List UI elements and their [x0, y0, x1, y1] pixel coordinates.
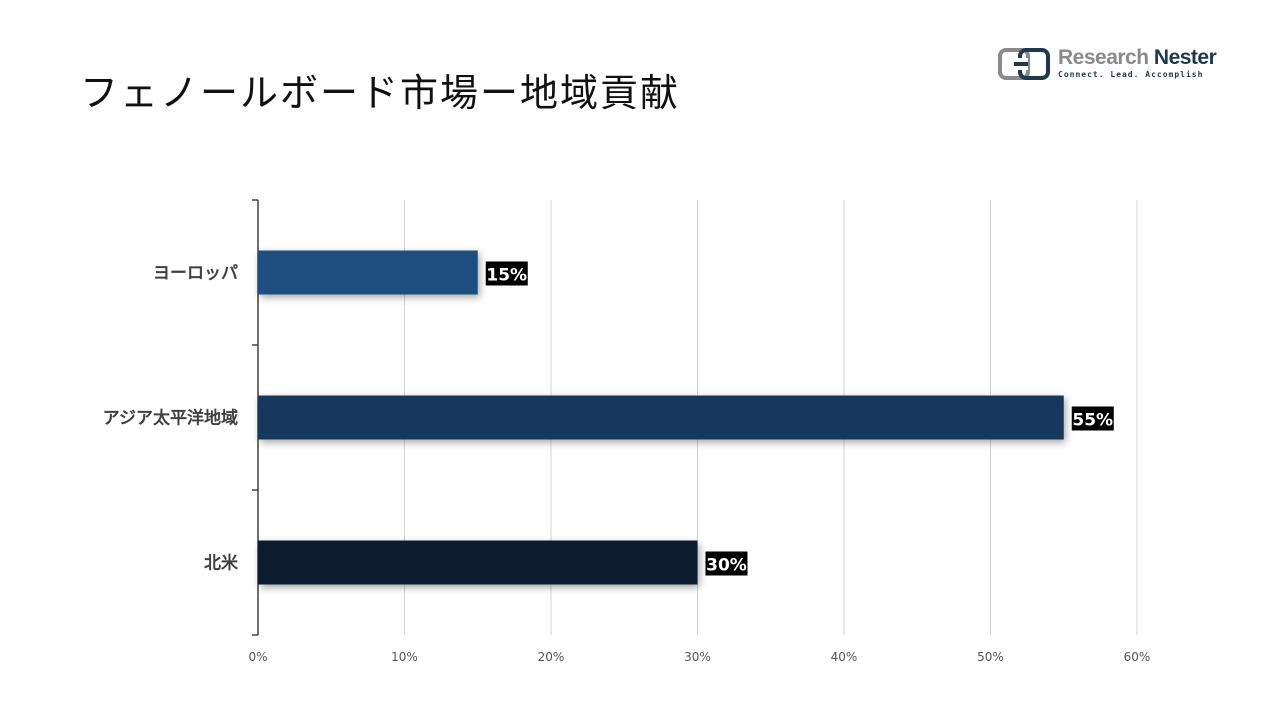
logo-wordmark: Research Nester: [1058, 46, 1217, 70]
x-tick-label: 30%: [684, 650, 711, 664]
data-label: 55%: [1072, 411, 1113, 431]
page-title: フェノールボード市場ー地域貢献: [80, 71, 681, 115]
data-label-background: [705, 551, 748, 576]
bars: [258, 250, 1064, 585]
logo-name-part1: Research: [1058, 46, 1149, 69]
data-label-background: [1071, 406, 1114, 431]
data-label-background: [485, 261, 528, 286]
labels: 0% 10% 20% 30% 40% 50% 60% ヨーロッパ 15% アジア太平洋地域 55% 北…: [103, 261, 1151, 664]
research-nester-logo: Research Nester Connect. Lead. Accomplis…: [998, 46, 1218, 86]
x-tick-label: 40%: [831, 650, 858, 664]
x-tick-label: 10%: [391, 650, 418, 664]
logo-mark-icon: [998, 48, 1050, 80]
bar: [258, 540, 698, 585]
bar: [258, 250, 478, 295]
category-label: 北米: [204, 553, 239, 574]
data-label: 15%: [486, 266, 527, 286]
y-axis: [252, 199, 259, 636]
x-tick-label: 60%: [1124, 650, 1151, 664]
logo-name-part2: Nester: [1153, 46, 1217, 69]
data-label: 30%: [706, 556, 747, 576]
category-label: ヨーロッパ: [153, 264, 238, 284]
category-label: アジア太平洋地域: [103, 408, 238, 429]
bar: [258, 395, 1064, 440]
x-tick-label: 20%: [538, 650, 565, 664]
logo-tagline: Connect. Lead. Accomplish: [1058, 70, 1204, 79]
x-tick-label: 50%: [977, 650, 1004, 664]
x-tick-label: 0%: [248, 650, 267, 664]
